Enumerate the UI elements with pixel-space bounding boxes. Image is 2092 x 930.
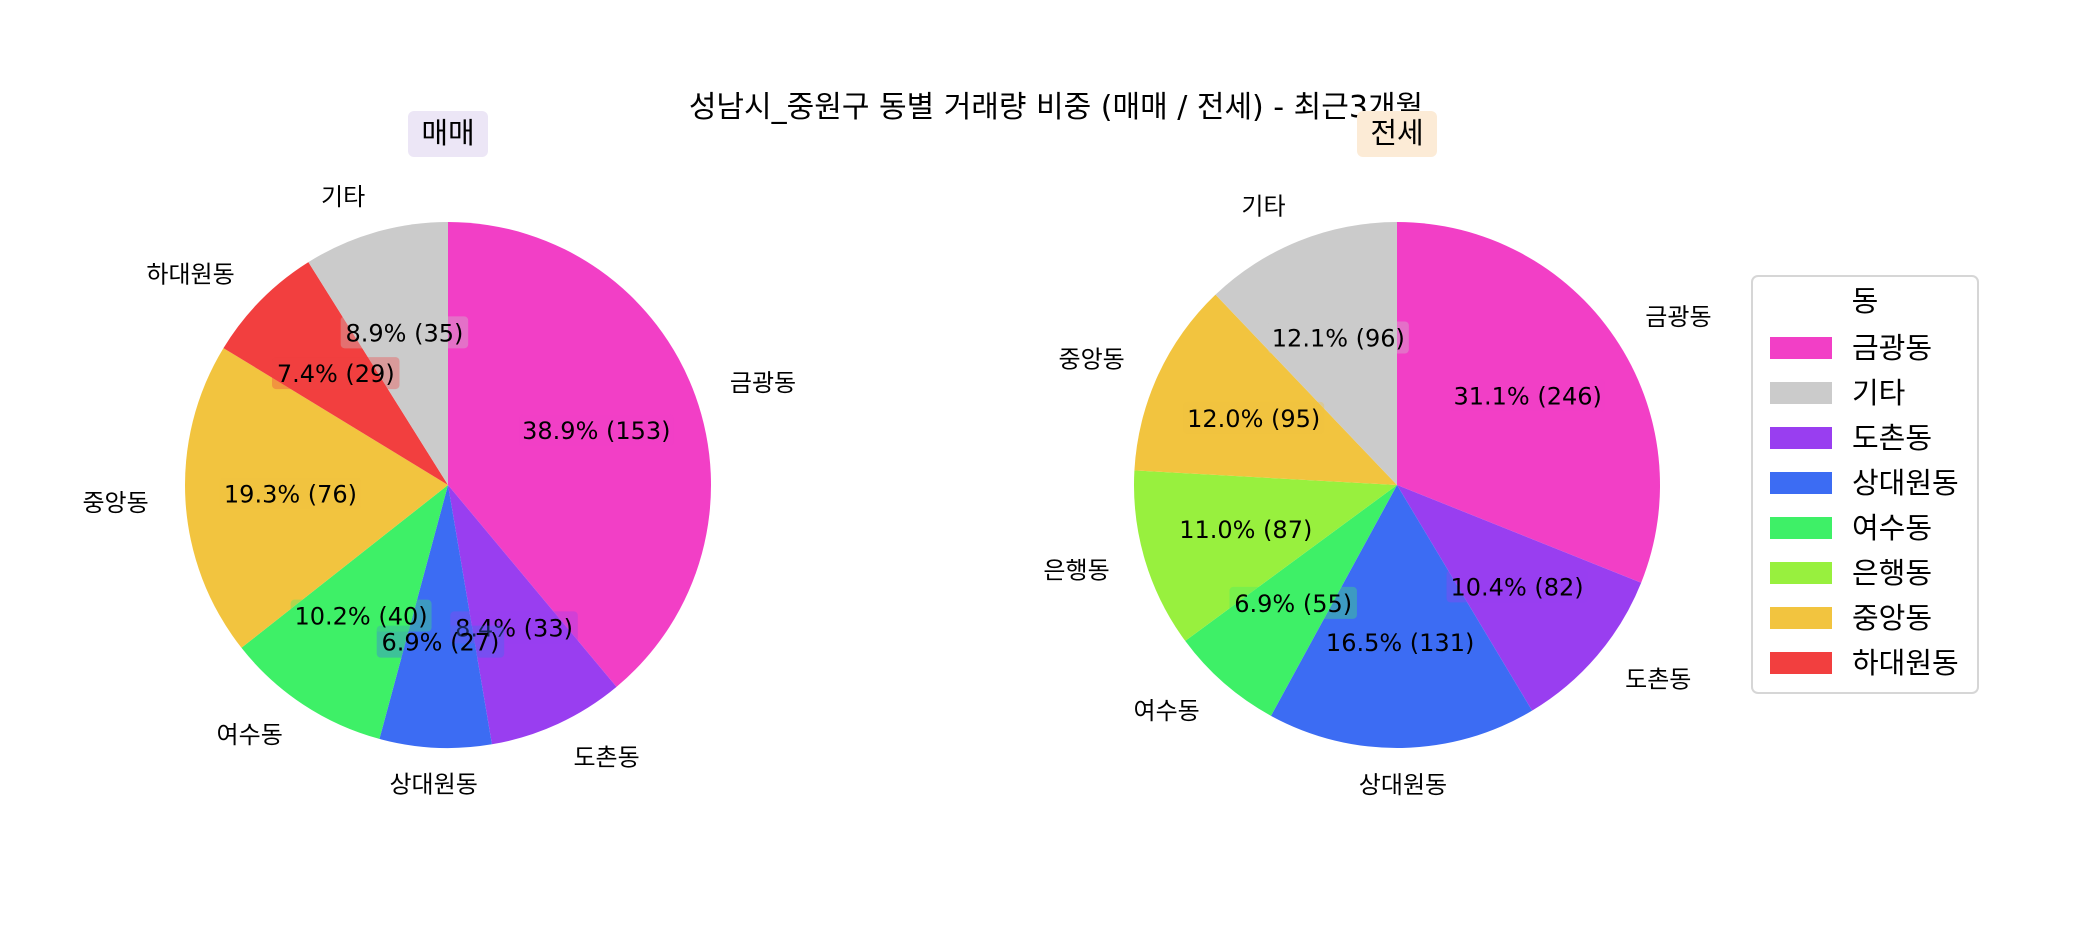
legend-label: 도촌동 [1852, 421, 1932, 455]
data-label-background [450, 611, 578, 644]
data-label-background [519, 414, 674, 447]
slice-label: 상대원동 [389, 770, 477, 798]
slice-label: 여수동 [1134, 697, 1200, 725]
pie-slice [1134, 470, 1397, 641]
legend-label: 상대원동 [1852, 466, 1959, 500]
data-label: 12.1% (96) [1272, 325, 1405, 353]
legend-label: 중앙동 [1852, 601, 1932, 635]
figure-title: 성남시_중원구 동별 거래량 비중 (매매 / 전세) - 최근3개월 [689, 90, 1423, 125]
pie-slice [223, 262, 448, 485]
data-label: 8.4% (33) [455, 614, 573, 642]
data-label: 6.9% (27) [381, 629, 499, 657]
pie-chart-jeonse: 전세 31.1% (246) 금광동 10.4% (82) 도촌동 16.5% (131)… [1043, 111, 1712, 799]
pie-slice [379, 485, 492, 748]
slice-label: 도촌동 [573, 743, 639, 771]
slice-label: 금광동 [730, 369, 796, 397]
slice-label: 중앙동 [82, 489, 148, 517]
legend-swatch [1770, 517, 1832, 539]
data-label-background [1183, 401, 1325, 434]
pie-slice [1134, 294, 1397, 485]
pie-slice [1397, 222, 1660, 583]
data-label-background [1322, 625, 1478, 658]
data-label: 10.2% (40) [294, 603, 427, 631]
data-label-background [1450, 379, 1605, 412]
data-label-background [340, 316, 469, 349]
data-label: 31.1% (246) [1453, 383, 1601, 411]
legend-swatch [1770, 562, 1832, 584]
pie-slice [1397, 485, 1642, 711]
data-label-background [1267, 321, 1409, 354]
legend-swatch [1770, 427, 1832, 449]
panel-title: 매매 [421, 116, 474, 150]
legend-swatch [1770, 472, 1832, 494]
legend-label: 금광동 [1852, 331, 1932, 365]
data-label: 16.5% (131) [1326, 629, 1474, 657]
data-label: 8.9% (35) [345, 319, 463, 347]
pie-slice [308, 222, 448, 485]
pie-labels: 31.1% (246) 금광동 10.4% (82) 도촌동 16.5% (131) 상대… [1043, 193, 1711, 799]
data-label-background [219, 477, 361, 510]
slice-label: 상대원동 [1359, 771, 1447, 799]
legend-swatch [1770, 337, 1832, 359]
legend-swatch [1770, 382, 1832, 404]
pie-slice [1215, 222, 1397, 485]
pie-chart-sale: 매매 38.9% (153) 금광동 8.4% (33) 도촌동 6.9% (27) 상대원… [82, 111, 796, 798]
data-label-background [1446, 570, 1588, 603]
pie-slice [448, 485, 617, 745]
slice-label: 여수동 [217, 721, 283, 749]
pie-slice [241, 485, 448, 739]
pie-slices [1134, 222, 1660, 749]
legend-frame [1751, 275, 1979, 694]
legend-label: 기타 [1852, 376, 1905, 410]
data-label: 11.0% (87) [1179, 516, 1312, 544]
legend-label: 하대원동 [1852, 646, 1959, 680]
panel-title-background [1357, 111, 1437, 157]
data-label-background [290, 599, 432, 632]
legend-swatch [1770, 607, 1832, 629]
slice-label: 금광동 [1645, 303, 1711, 331]
legend-title: 동 [1852, 284, 1879, 318]
data-label-background [376, 625, 505, 658]
pie-labels: 38.9% (153) 금광동 8.4% (33) 도촌동 6.9% (27) 상대원동 1… [82, 183, 796, 799]
pie-slice [448, 222, 711, 687]
slice-label: 중앙동 [1059, 345, 1125, 373]
panel-title: 전세 [1370, 116, 1423, 150]
legend-label: 여수동 [1852, 511, 1932, 545]
data-label-background [1175, 513, 1317, 546]
pie-slice [185, 348, 448, 648]
panel-title-background [408, 111, 488, 157]
data-label: 6.9% (55) [1234, 590, 1352, 618]
data-label: 38.9% (153) [522, 417, 670, 445]
pie-slice [1270, 485, 1533, 749]
legend-label: 은행동 [1852, 556, 1932, 590]
slice-label: 하대원동 [146, 260, 234, 288]
slice-label: 기타 [321, 183, 365, 211]
pie-slice [1185, 485, 1397, 716]
data-label: 7.4% (29) [277, 360, 395, 388]
slice-label: 도촌동 [1625, 666, 1691, 694]
data-label: 19.3% (76) [224, 480, 357, 508]
slice-label: 은행동 [1043, 557, 1109, 585]
data-label-background [1229, 586, 1357, 619]
data-label: 10.4% (82) [1451, 573, 1584, 601]
legend-swatch [1770, 652, 1832, 674]
pie-slices [185, 222, 711, 748]
data-label-background [272, 357, 400, 390]
data-label: 12.0% (95) [1187, 405, 1320, 433]
slice-label: 기타 [1241, 193, 1285, 221]
